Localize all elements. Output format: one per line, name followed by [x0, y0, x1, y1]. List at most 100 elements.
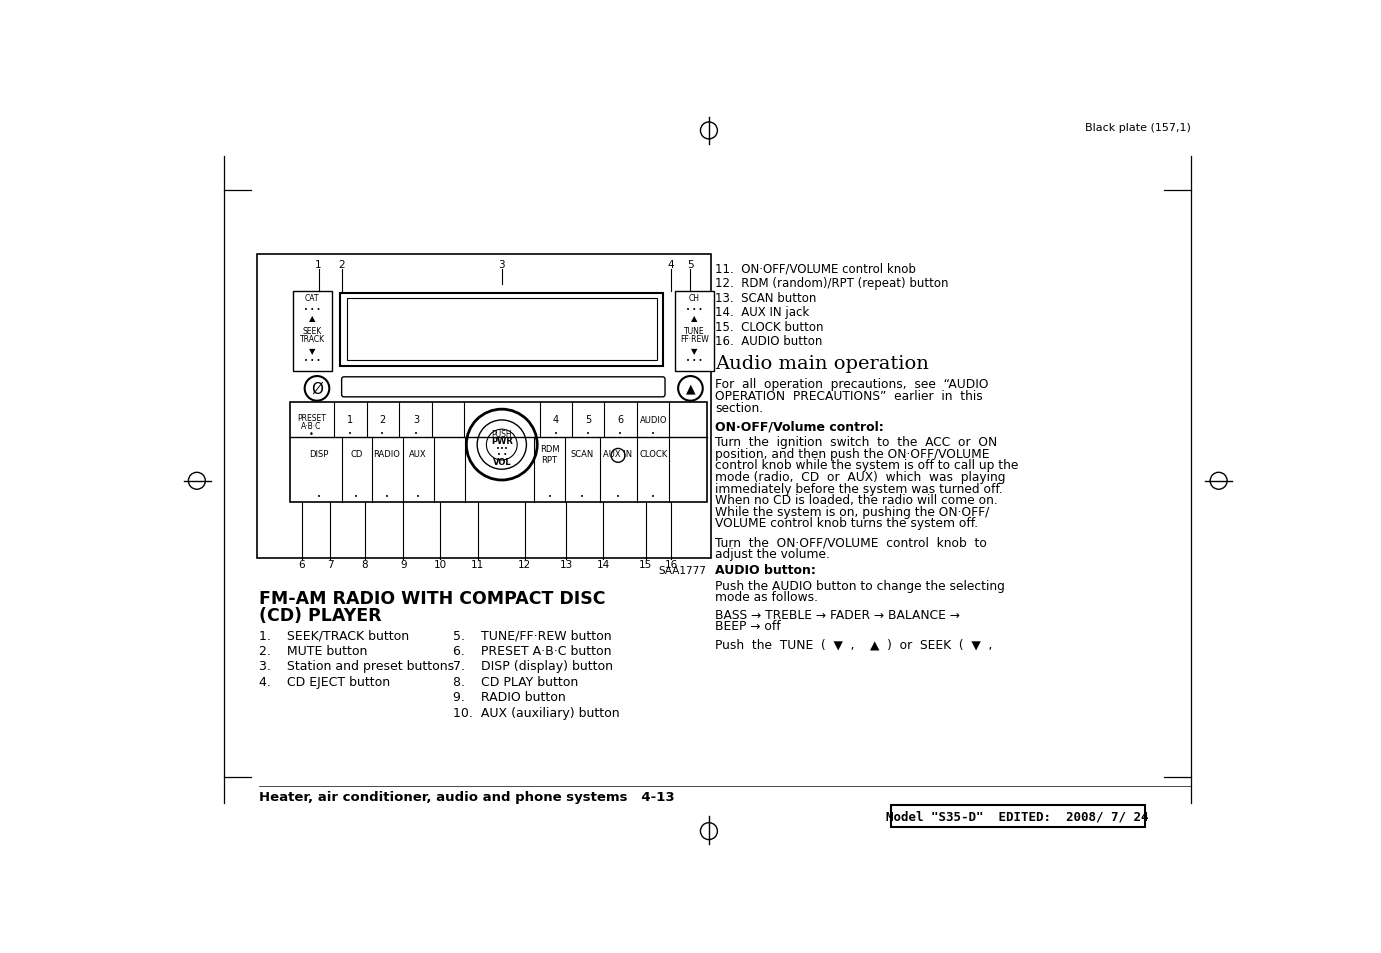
- Text: ▲: ▲: [685, 382, 695, 395]
- Text: 6.    PRESET A·B·C button: 6. PRESET A·B·C button: [453, 644, 612, 658]
- Text: CH: CH: [689, 294, 700, 303]
- Text: 3.    Station and preset buttons: 3. Station and preset buttons: [260, 659, 454, 673]
- Text: CAT: CAT: [305, 294, 319, 303]
- Text: immediately before the system was turned off.: immediately before the system was turned…: [715, 482, 1003, 495]
- Text: 6: 6: [298, 559, 305, 569]
- Bar: [347, 299, 656, 360]
- Bar: [257, 254, 711, 558]
- Text: 13: 13: [559, 559, 573, 569]
- Text: VOL: VOL: [493, 457, 511, 467]
- Text: 11.  ON·OFF/VOLUME control knob: 11. ON·OFF/VOLUME control knob: [715, 262, 916, 275]
- Text: • •: • •: [497, 452, 507, 457]
- Text: section.: section.: [715, 402, 764, 415]
- Text: AUX: AUX: [409, 450, 427, 458]
- Text: Black plate (157,1): Black plate (157,1): [1085, 123, 1190, 133]
- Text: mode (radio,  CD  or  AUX)  which  was  playing: mode (radio, CD or AUX) which was playin…: [715, 471, 1005, 483]
- Text: When no CD is loaded, the radio will come on.: When no CD is loaded, the radio will com…: [715, 494, 998, 507]
- Text: 4: 4: [668, 260, 674, 270]
- Text: mode as follows.: mode as follows.: [715, 591, 818, 603]
- Text: •: •: [554, 431, 558, 436]
- Text: 6: 6: [617, 415, 623, 425]
- Text: ON·OFF/Volume control:: ON·OFF/Volume control:: [715, 420, 884, 434]
- Text: 12.  RDM (random)/RPT (repeat) button: 12. RDM (random)/RPT (repeat) button: [715, 276, 949, 290]
- Text: • • •: • • •: [304, 357, 320, 363]
- Text: 2: 2: [380, 415, 385, 425]
- Text: A·B·C: A·B·C: [301, 421, 322, 431]
- Text: position, and then push the ON·OFF/VOLUME: position, and then push the ON·OFF/VOLUM…: [715, 447, 990, 460]
- Text: 7: 7: [327, 559, 333, 569]
- Text: Turn  the  ON·OFF/VOLUME  control  knob  to: Turn the ON·OFF/VOLUME control knob to: [715, 536, 987, 549]
- Text: AUDIO: AUDIO: [639, 416, 667, 424]
- Text: •: •: [652, 431, 656, 436]
- Text: OPERATION  PRECAUTIONS”  earlier  in  this: OPERATION PRECAUTIONS” earlier in this: [715, 390, 983, 403]
- Text: •: •: [580, 494, 584, 499]
- Text: While the system is on, pushing the ON·OFF/: While the system is on, pushing the ON·O…: [715, 505, 989, 518]
- Text: PRESET: PRESET: [297, 414, 326, 423]
- Text: •: •: [316, 494, 320, 499]
- Text: •: •: [348, 431, 352, 436]
- Text: •: •: [355, 494, 358, 499]
- Text: BASS → TREBLE → FADER → BALANCE →: BASS → TREBLE → FADER → BALANCE →: [715, 608, 960, 621]
- Text: 10.  AUX (auxiliary) button: 10. AUX (auxiliary) button: [453, 706, 620, 719]
- Text: Heater, air conditioner, audio and phone systems   4-13: Heater, air conditioner, audio and phone…: [260, 790, 675, 803]
- Text: RADIO: RADIO: [374, 450, 400, 458]
- Text: 2: 2: [338, 260, 345, 270]
- Text: SEEK: SEEK: [302, 327, 322, 335]
- Text: 12: 12: [518, 559, 532, 569]
- Text: •: •: [586, 431, 590, 436]
- Text: TUNE: TUNE: [684, 327, 704, 335]
- Bar: [290, 403, 707, 503]
- Text: control knob while the system is off to call up the: control knob while the system is off to …: [715, 459, 1018, 472]
- Text: For  all  operation  precautions,  see  “AUDIO: For all operation precautions, see “AUDI…: [715, 377, 989, 391]
- Text: Push  the  TUNE  (  ▼  ,    ▲  )  or  SEEK  (  ▼  ,: Push the TUNE ( ▼ , ▲ ) or SEEK ( ▼ ,: [715, 638, 993, 650]
- Text: Model "S35-D"  EDITED:  2008/ 7/ 24: Model "S35-D" EDITED: 2008/ 7/ 24: [887, 809, 1149, 822]
- Text: 14.  AUX IN jack: 14. AUX IN jack: [715, 306, 809, 319]
- Text: 15.  CLOCK button: 15. CLOCK button: [715, 320, 823, 334]
- Text: ▲: ▲: [309, 314, 316, 323]
- Text: • • •: • • •: [304, 307, 320, 313]
- Bar: [891, 805, 1145, 826]
- Text: AUDIO button:: AUDIO button:: [715, 563, 816, 577]
- Text: CD: CD: [349, 450, 362, 458]
- Text: 14: 14: [597, 559, 610, 569]
- Text: ▼: ▼: [690, 347, 697, 355]
- Text: 2.    MUTE button: 2. MUTE button: [260, 644, 367, 658]
- Text: ▼: ▼: [309, 347, 316, 355]
- Text: 9: 9: [400, 559, 406, 569]
- Text: •: •: [547, 494, 551, 499]
- Text: TRACK: TRACK: [300, 335, 325, 343]
- Text: Turn  the  ignition  switch  to  the  ACC  or  ON: Turn the ignition switch to the ACC or O…: [715, 436, 997, 449]
- Text: VOLUME control knob turns the system off.: VOLUME control knob turns the system off…: [715, 517, 978, 530]
- Text: 8.    CD PLAY button: 8. CD PLAY button: [453, 675, 579, 688]
- Text: •: •: [385, 494, 389, 499]
- Text: BEEP → off: BEEP → off: [715, 619, 780, 633]
- Text: 4.    CD EJECT button: 4. CD EJECT button: [260, 675, 391, 688]
- Text: AUX IN: AUX IN: [603, 450, 632, 458]
- Text: 3: 3: [413, 415, 420, 425]
- Text: RDM
RPT: RDM RPT: [540, 445, 559, 464]
- Text: 13.  SCAN button: 13. SCAN button: [715, 292, 816, 304]
- Text: •: •: [652, 494, 656, 499]
- Text: 4: 4: [552, 415, 559, 425]
- Text: DISP: DISP: [309, 450, 329, 458]
- Text: 5: 5: [586, 415, 591, 425]
- Text: SCAN: SCAN: [570, 450, 594, 458]
- Text: Push the AUDIO button to change the selecting: Push the AUDIO button to change the sele…: [715, 579, 1005, 592]
- Text: •: •: [414, 431, 418, 436]
- Text: FF·REW: FF·REW: [679, 335, 708, 343]
- Bar: [675, 292, 714, 372]
- Text: 3: 3: [499, 260, 505, 270]
- Text: PUSH: PUSH: [492, 429, 512, 438]
- Bar: [293, 292, 331, 372]
- Text: •: •: [416, 494, 420, 499]
- Text: •: •: [616, 494, 620, 499]
- Text: 9.    RADIO button: 9. RADIO button: [453, 691, 566, 703]
- Text: 7.    DISP (display) button: 7. DISP (display) button: [453, 659, 613, 673]
- Text: 5.    TUNE/FF·REW button: 5. TUNE/FF·REW button: [453, 629, 612, 642]
- FancyBboxPatch shape: [341, 377, 666, 397]
- Text: • • •: • • •: [686, 357, 703, 363]
- Text: 1: 1: [347, 415, 354, 425]
- Text: 10: 10: [434, 559, 446, 569]
- Text: 5: 5: [688, 260, 693, 270]
- Text: (CD) PLAYER: (CD) PLAYER: [260, 606, 383, 624]
